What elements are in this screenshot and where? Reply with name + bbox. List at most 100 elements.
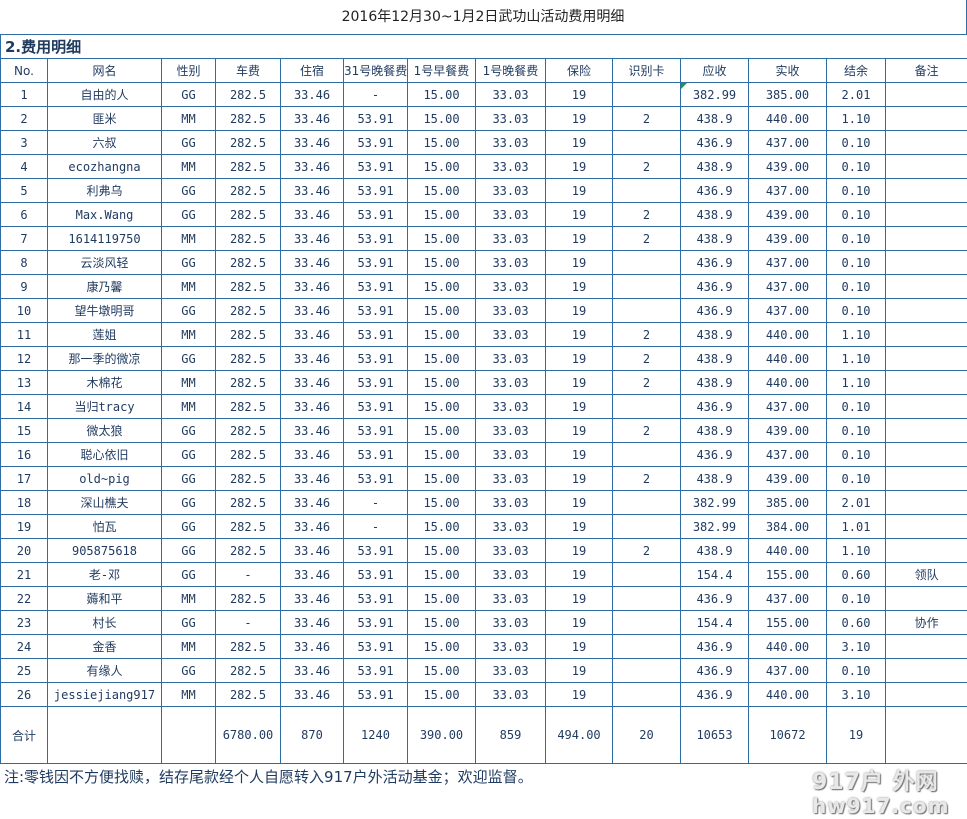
- cell-received[interactable]: 155.00: [748, 562, 827, 587]
- cell-receivable[interactable]: 438.9: [680, 106, 749, 131]
- cell-breakfast-1[interactable]: 15.00: [407, 250, 476, 275]
- cell-id-card[interactable]: [612, 82, 681, 107]
- cell-fare[interactable]: 282.5: [215, 154, 281, 179]
- cell-receivable[interactable]: 436.9: [680, 658, 749, 683]
- cell-breakfast-1[interactable]: 15.00: [407, 634, 476, 659]
- cell-received[interactable]: 437.00: [748, 394, 827, 419]
- cell-no[interactable]: 10: [0, 298, 48, 323]
- cell-id-card[interactable]: [612, 442, 681, 467]
- cell-receivable[interactable]: 438.9: [680, 202, 749, 227]
- header-id-card[interactable]: 识别卡: [612, 58, 681, 83]
- cell-fare[interactable]: 282.5: [215, 82, 281, 107]
- cell-dinner-1[interactable]: 33.03: [475, 466, 546, 491]
- cell-fare[interactable]: 282.5: [215, 226, 281, 251]
- cell-remark[interactable]: [884, 130, 967, 155]
- cell-no[interactable]: 8: [0, 250, 48, 275]
- cell-gender[interactable]: GG: [161, 658, 216, 683]
- cell-fare[interactable]: 282.5: [215, 658, 281, 683]
- cell-breakfast-1[interactable]: 15.00: [407, 202, 476, 227]
- header-lodging[interactable]: 住宿: [280, 58, 344, 83]
- cell-balance[interactable]: 1.10: [826, 538, 886, 563]
- cell-no[interactable]: 3: [0, 130, 48, 155]
- cell-gender[interactable]: MM: [161, 394, 216, 419]
- cell-receivable[interactable]: 438.9: [680, 466, 749, 491]
- cell-balance[interactable]: 0.10: [826, 298, 886, 323]
- cell-dinner-1[interactable]: 33.03: [475, 154, 546, 179]
- cell-received[interactable]: 437.00: [748, 298, 827, 323]
- cell-receivable[interactable]: 436.9: [680, 274, 749, 299]
- cell-fare[interactable]: 282.5: [215, 442, 281, 467]
- cell-name[interactable]: Max.Wang: [47, 202, 162, 227]
- cell-fare[interactable]: 282.5: [215, 466, 281, 491]
- header-name[interactable]: 网名: [47, 58, 162, 83]
- cell-breakfast-1[interactable]: 15.00: [407, 490, 476, 515]
- cell-received[interactable]: 385.00: [748, 82, 827, 107]
- cell-dinner-31[interactable]: 53.91: [343, 226, 408, 251]
- cell-remark[interactable]: [884, 466, 967, 491]
- cell-name[interactable]: 六叔: [47, 130, 162, 155]
- cell-balance[interactable]: 1.10: [826, 346, 886, 371]
- cell-remark[interactable]: [884, 346, 967, 371]
- cell-dinner-31[interactable]: 53.91: [343, 154, 408, 179]
- cell-dinner-1[interactable]: 33.03: [475, 250, 546, 275]
- cell-name[interactable]: 自由的人: [47, 82, 162, 107]
- cell-lodging[interactable]: 33.46: [280, 586, 344, 611]
- cell-id-card[interactable]: 2: [612, 418, 681, 443]
- cell-fare[interactable]: -: [215, 562, 281, 587]
- cell-balance[interactable]: 1.10: [826, 370, 886, 395]
- cell-name[interactable]: 金香: [47, 634, 162, 659]
- cell-receivable[interactable]: 436.9: [680, 682, 749, 707]
- cell-fare[interactable]: 282.5: [215, 250, 281, 275]
- cell-fare[interactable]: 282.5: [215, 490, 281, 515]
- cell-remark[interactable]: [884, 442, 967, 467]
- cell-gender[interactable]: GG: [161, 610, 216, 635]
- cell-dinner-1[interactable]: 33.03: [475, 682, 546, 707]
- cell-breakfast-1[interactable]: 15.00: [407, 394, 476, 419]
- cell-fare[interactable]: 282.5: [215, 682, 281, 707]
- cell-received[interactable]: 437.00: [748, 130, 827, 155]
- cell-lodging[interactable]: 33.46: [280, 346, 344, 371]
- cell-dinner-31[interactable]: 53.91: [343, 394, 408, 419]
- cell-receivable[interactable]: 438.9: [680, 322, 749, 347]
- cell-lodging[interactable]: 33.46: [280, 154, 344, 179]
- cell-fare[interactable]: 282.5: [215, 538, 281, 563]
- cell-balance[interactable]: 1.10: [826, 106, 886, 131]
- cell-fare[interactable]: 282.5: [215, 130, 281, 155]
- cell-received[interactable]: 155.00: [748, 610, 827, 635]
- header-remark[interactable]: 备注: [884, 58, 967, 83]
- cell-receivable[interactable]: 438.9: [680, 154, 749, 179]
- total-received[interactable]: 10672: [748, 706, 827, 764]
- cell-name[interactable]: ecozhangna: [47, 154, 162, 179]
- cell-lodging[interactable]: 33.46: [280, 442, 344, 467]
- cell-balance[interactable]: 0.10: [826, 586, 886, 611]
- cell-lodging[interactable]: 33.46: [280, 250, 344, 275]
- cell-receivable[interactable]: 436.9: [680, 586, 749, 611]
- cell-id-card[interactable]: 2: [612, 346, 681, 371]
- cell-received[interactable]: 440.00: [748, 106, 827, 131]
- cell-dinner-31[interactable]: 53.91: [343, 658, 408, 683]
- cell-balance[interactable]: 0.10: [826, 394, 886, 419]
- cell-insurance[interactable]: 19: [545, 658, 613, 683]
- cell-received[interactable]: 439.00: [748, 466, 827, 491]
- cell-fare[interactable]: 282.5: [215, 202, 281, 227]
- cell-balance[interactable]: 0.60: [826, 610, 886, 635]
- cell-id-card[interactable]: 2: [612, 106, 681, 131]
- cell-insurance[interactable]: 19: [545, 514, 613, 539]
- cell-remark[interactable]: [884, 514, 967, 539]
- cell-lodging[interactable]: 33.46: [280, 394, 344, 419]
- cell-breakfast-1[interactable]: 15.00: [407, 298, 476, 323]
- cell-breakfast-1[interactable]: 15.00: [407, 562, 476, 587]
- cell-remark[interactable]: [884, 106, 967, 131]
- cell-received[interactable]: 439.00: [748, 202, 827, 227]
- cell-receivable[interactable]: 436.9: [680, 178, 749, 203]
- cell-id-card[interactable]: [612, 634, 681, 659]
- cell-dinner-31[interactable]: -: [343, 82, 408, 107]
- cell-received[interactable]: 440.00: [748, 346, 827, 371]
- cell-remark[interactable]: [884, 226, 967, 251]
- cell-no[interactable]: 26: [0, 682, 48, 707]
- cell-breakfast-1[interactable]: 15.00: [407, 178, 476, 203]
- cell-breakfast-1[interactable]: 15.00: [407, 658, 476, 683]
- cell-remark[interactable]: [884, 154, 967, 179]
- cell-id-card[interactable]: 2: [612, 226, 681, 251]
- cell-dinner-1[interactable]: 33.03: [475, 106, 546, 131]
